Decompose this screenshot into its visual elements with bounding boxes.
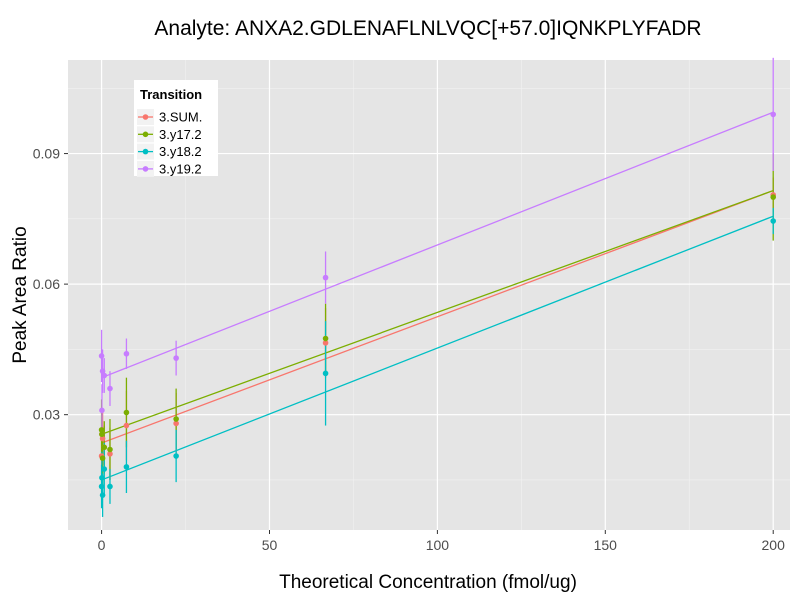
data-point (99, 474, 105, 481)
data-point (107, 446, 113, 453)
data-point (322, 335, 329, 342)
data-point (123, 422, 130, 429)
x-tick-label: 50 (262, 537, 278, 553)
data-point (98, 427, 105, 433)
data-point (99, 455, 106, 461)
legend: Transition 3.SUM. 3.y17.2 3.y18.2 3.y19.2 (134, 80, 218, 177)
legend-key-point (142, 166, 149, 172)
data-point (123, 464, 130, 470)
x-tick-label: 0 (98, 537, 106, 553)
legend-key-point (142, 131, 149, 138)
y-tick-label: 0.09 (33, 146, 60, 162)
data-point (101, 466, 108, 472)
data-point (173, 420, 179, 427)
legend-label: 3.y19.2 (159, 161, 202, 176)
data-point (98, 483, 105, 490)
x-tick-label: 200 (762, 537, 786, 553)
data-point (99, 431, 105, 438)
data-point (123, 350, 130, 357)
fit-line (101, 189, 774, 444)
fit-line (101, 111, 774, 379)
x-axis-ticks: 0 50 100 150 200 (98, 530, 785, 553)
data-point (101, 444, 108, 451)
legend-items: 3.SUM. 3.y17.2 3.y18.2 3.y19.2 (137, 109, 202, 177)
fit-line (101, 189, 774, 435)
data-points (98, 111, 777, 498)
data-point (173, 416, 179, 422)
data-point (173, 355, 179, 361)
chart-title: Analyte: ANXA2.GDLENAFLNLVQC[+57.0]IQNKP… (154, 17, 701, 40)
data-point (770, 111, 777, 118)
data-point (322, 340, 329, 346)
y-axis-ticks: 0.03 0.06 0.09 (33, 146, 68, 423)
data-point (101, 372, 108, 379)
y-axis-title: Peak Area Ratio (10, 226, 31, 363)
legend-key-point (142, 148, 149, 155)
fit-line (101, 215, 774, 481)
data-point (98, 353, 105, 359)
legend-label: 3.y17.2 (159, 127, 202, 142)
fit-lines (101, 111, 774, 481)
data-point (770, 194, 777, 200)
y-tick-label: 0.03 (33, 407, 60, 423)
data-point (322, 370, 329, 377)
x-tick-label: 100 (426, 537, 450, 553)
x-axis-title: Theoretical Concentration (fmol/ug) (279, 572, 577, 593)
legend-title: Transition (140, 87, 202, 102)
data-point (99, 492, 106, 498)
data-point (99, 435, 106, 442)
legend-label: 3.SUM. (159, 110, 202, 125)
data-point (99, 368, 106, 374)
data-point (107, 451, 113, 457)
legend-label: 3.y18.2 (159, 144, 202, 159)
x-tick-label: 150 (594, 537, 618, 553)
data-point (123, 409, 130, 416)
legend-key-point (142, 114, 149, 120)
data-point (107, 385, 113, 392)
data-point (173, 453, 179, 459)
data-point (107, 483, 113, 490)
data-point (770, 218, 777, 224)
data-point (322, 274, 329, 281)
y-tick-label: 0.06 (33, 276, 60, 292)
data-point (99, 407, 105, 414)
